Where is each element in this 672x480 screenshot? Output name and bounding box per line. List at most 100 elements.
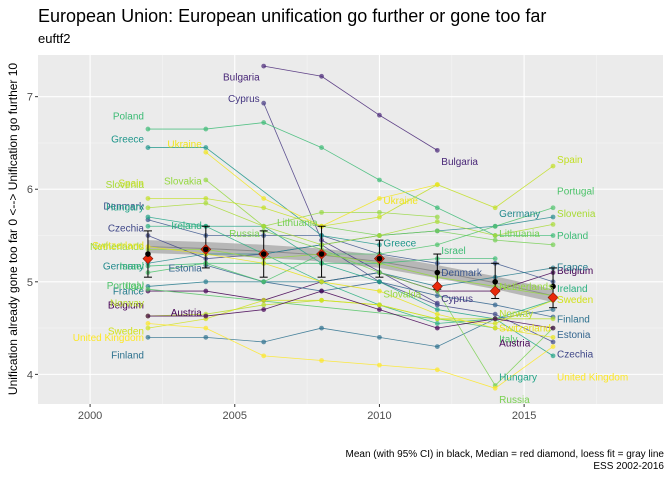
data-point-united-kingdom — [145, 321, 151, 326]
series-line-hungary — [147, 216, 554, 357]
data-point-cyprus — [261, 100, 267, 106]
data-point-poland — [261, 120, 267, 125]
series-line-portugal — [147, 207, 554, 283]
series-line-finland — [147, 309, 554, 348]
series-label-last-russia: Russia — [499, 395, 530, 406]
series-label-first-poland: Poland — [113, 112, 144, 123]
mean-point — [203, 246, 209, 253]
data-point-united-kingdom — [319, 358, 324, 363]
x-tick-label: 2010 — [367, 410, 391, 422]
data-point-united-kingdom — [377, 362, 382, 368]
series-label-first-france: France — [113, 287, 145, 298]
data-point-finland — [145, 334, 151, 340]
median-diamond — [489, 285, 501, 297]
y-tick-label: 6 — [27, 184, 33, 196]
mean-point — [145, 251, 151, 257]
country-labels: Belgium Belgium Bulgaria Bulgaria Cyprus Cypr… — [73, 73, 628, 406]
series-label-first-finland: Finland — [111, 350, 144, 361]
axes: 2000 2005 2010 2015 4 5 6 7 — [27, 92, 536, 422]
data-point-italy — [145, 286, 151, 292]
data-point-slovenia — [203, 200, 209, 206]
data-point-israel — [492, 256, 498, 262]
series-label-first-hungary: Hungary — [106, 202, 144, 213]
series-label-first-slovakia: Slovakia — [164, 176, 202, 187]
data-point-hungary — [434, 307, 440, 312]
series-line-russia — [263, 230, 554, 387]
median-diamond — [547, 292, 559, 303]
series-label-first-bulgaria: Bulgaria — [223, 73, 260, 84]
mean-point — [318, 251, 325, 257]
data-point-slovenia — [434, 219, 440, 225]
grid — [38, 55, 663, 404]
data-point-belgium — [203, 288, 209, 294]
series-lithuania — [319, 223, 556, 248]
series-label-first-estonia: Estonia — [168, 263, 202, 274]
series-line-netherlands — [147, 249, 554, 297]
series-line-austria — [147, 290, 554, 329]
data-point-portugal — [261, 279, 267, 285]
series-label-first-ukraine: Ukraine — [167, 139, 202, 150]
data-point-bulgaria — [434, 147, 440, 153]
data-point-sweden — [319, 297, 324, 303]
data-point-poland — [203, 126, 209, 132]
data-point-ireland — [145, 223, 151, 229]
data-point-poland — [434, 205, 440, 211]
series-label-last-austria: Austria — [499, 338, 531, 349]
data-point-austria — [550, 325, 556, 331]
data-point-finland — [550, 307, 556, 312]
series-label-first-greece: Greece — [111, 135, 144, 146]
loess-ci-band — [147, 240, 554, 303]
loess-line — [147, 246, 554, 297]
series-label-first-czechia: Czechia — [108, 224, 145, 235]
data-point-finland — [377, 334, 382, 340]
series-line-sweden — [147, 299, 554, 329]
data-point-sweden — [377, 302, 382, 308]
mean-point — [434, 269, 441, 276]
series-label-last-cyprus: Cyprus — [441, 294, 473, 305]
series-label-first-switzerland: Switzerland — [92, 241, 144, 252]
data-point-slovenia — [550, 222, 556, 227]
data-point-portugal — [550, 205, 556, 211]
summary-layer — [142, 225, 559, 309]
data-point-austria — [434, 325, 440, 331]
data-point-france — [203, 279, 209, 285]
series-label-last-greece: Greece — [383, 238, 416, 249]
data-point-switzerland — [434, 311, 440, 317]
data-point-austria — [203, 313, 209, 319]
series-line-spain — [147, 165, 554, 227]
data-point-finland — [203, 334, 209, 340]
series-label-last-italy: Italy — [499, 335, 517, 346]
series-slovakia — [203, 177, 440, 229]
data-point-estonia — [434, 293, 440, 299]
data-point-czechia — [550, 339, 556, 345]
data-point-germany — [550, 214, 556, 220]
chart-subtitle: euftf2 — [38, 31, 71, 46]
series-spain — [145, 163, 556, 229]
data-point-norway — [550, 316, 556, 322]
data-point-bulgaria — [377, 112, 382, 118]
series-line-switzerland — [147, 246, 554, 338]
series-label-first-norway: Norway — [110, 299, 144, 310]
series-line-france — [147, 267, 554, 287]
data-point-ukraine — [434, 182, 440, 188]
chart-title: European Union: European unification go … — [38, 6, 547, 26]
series-united-kingdom — [145, 321, 556, 391]
data-point-austria — [145, 313, 151, 319]
series-label-last-bulgaria: Bulgaria — [441, 157, 478, 168]
data-point-poland — [377, 177, 382, 183]
x-tick-label: 2015 — [512, 410, 536, 422]
series-label-first-cyprus: Cyprus — [228, 94, 260, 105]
series-label-first-portugal: Portugal — [107, 281, 144, 292]
series-bulgaria — [261, 63, 440, 153]
series-label-last-poland: Poland — [557, 231, 588, 242]
data-point-slovakia — [434, 214, 440, 220]
series-label-last-denmark: Denmark — [441, 268, 483, 279]
series-label-first-netherlands: Netherlands — [90, 242, 144, 253]
series-label-last-france: France — [557, 262, 589, 273]
mean-point — [260, 251, 267, 257]
data-point-portugal — [492, 223, 498, 229]
data-point-bulgaria — [319, 73, 324, 79]
data-point-czechia — [434, 302, 440, 308]
data-point-spain — [492, 205, 498, 211]
data-point-austria — [492, 316, 498, 322]
